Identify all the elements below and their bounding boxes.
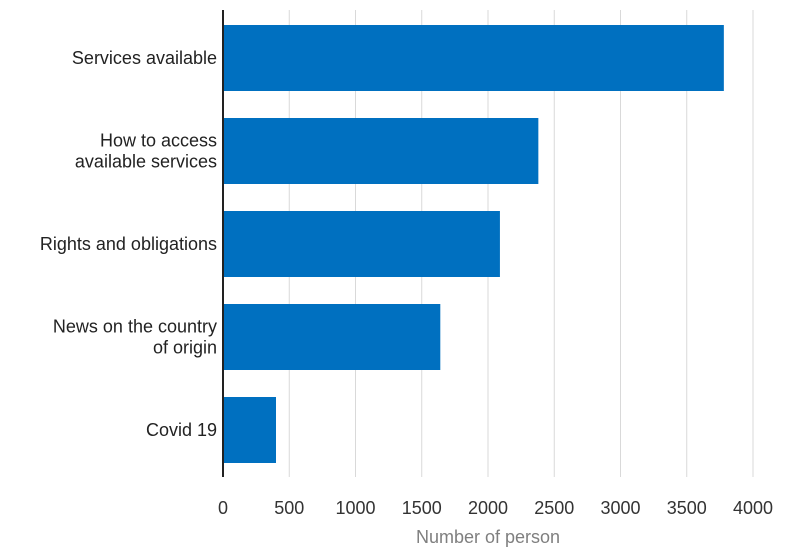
x-tick-label-0: 0 [218, 498, 228, 518]
x-tick-label-500: 500 [274, 498, 304, 518]
bar-3 [223, 304, 441, 370]
category-label-1-0: How to access [100, 131, 217, 151]
category-label-3-0: News on the country [53, 317, 217, 337]
category-label-4-0: Covid 19 [146, 420, 217, 440]
bar-0 [223, 25, 724, 91]
x-tick-label-2500: 2500 [534, 498, 574, 518]
bars [223, 25, 724, 463]
x-tick-label-1500: 1500 [402, 498, 442, 518]
category-label-2-0: Rights and obligations [40, 234, 217, 254]
category-label-3-1: of origin [153, 338, 217, 358]
category-labels: Services available How to accessavailable… [40, 48, 217, 440]
category-label-0-0: Services available [72, 48, 217, 68]
x-tick-label-1000: 1000 [335, 498, 375, 518]
x-tick-label-3500: 3500 [667, 498, 707, 518]
category-label-1-1: available services [75, 152, 217, 172]
bar-4 [223, 397, 276, 463]
bar-2 [223, 211, 500, 277]
x-tick-labels: 0 500 1000 1500 2000 2500 3000 3500 4000 [218, 498, 773, 518]
x-tick-label-3000: 3000 [600, 498, 640, 518]
x-axis-title: Number of person [416, 527, 560, 547]
bar-1 [223, 118, 539, 184]
x-tick-label-2000: 2000 [468, 498, 508, 518]
x-tick-label-4000: 4000 [733, 498, 773, 518]
